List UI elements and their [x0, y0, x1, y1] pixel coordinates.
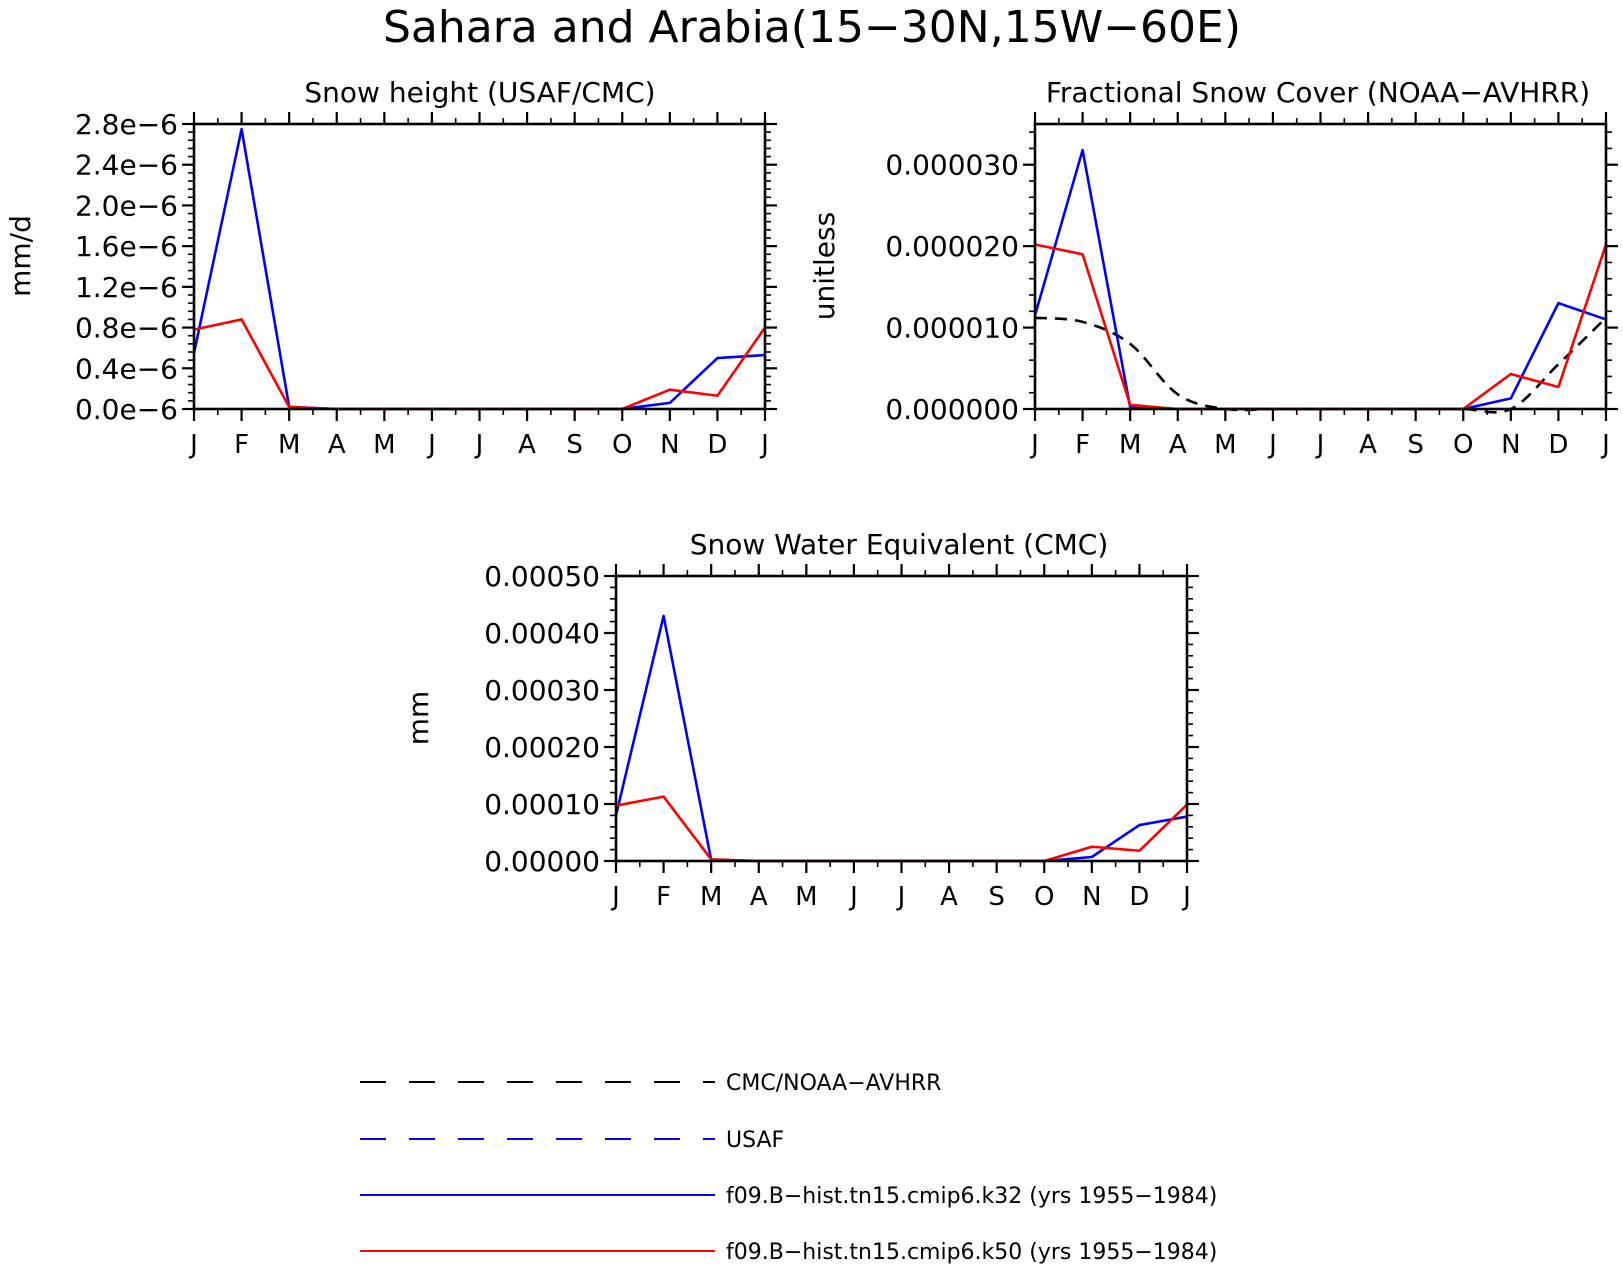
legend-label: CMC/NOAA−AVHRR — [726, 1071, 941, 1096]
series-line-k50 — [1034, 243, 1608, 411]
series-line-k32 — [614, 614, 1188, 863]
legend-label: f09.B−hist.tn15.cmip6.k50 (yrs 1955−1984… — [726, 1240, 1217, 1264]
x-tick-label: M — [700, 882, 722, 912]
x-tick-label: J — [759, 430, 769, 460]
chart-title: Snow height (USAF/CMC) — [304, 76, 655, 109]
legend-entry-k50: f09.B−hist.tn15.cmip6.k50 (yrs 1955−1984… — [360, 1240, 1217, 1264]
plot-frame — [1033, 122, 1608, 411]
plot-frame — [614, 574, 1189, 863]
x-tick-label: F — [1075, 430, 1090, 460]
y-tick-label: 2.0e−6 — [75, 189, 178, 222]
y-axis-label: mm — [402, 691, 435, 746]
y-tick-label: 0.000020 — [885, 230, 1019, 263]
x-tick-label: J — [896, 882, 906, 912]
x-tick-label: J — [474, 430, 484, 460]
x-tick-label: A — [940, 882, 958, 912]
figure-title: Sahara and Arabia(15−30N,15W−60E) — [383, 2, 1241, 53]
series-line-obs — [1034, 316, 1607, 414]
x-tick-label: A — [328, 430, 346, 460]
y-axis-label: unitless — [808, 212, 841, 320]
series-line-k32 — [192, 127, 766, 411]
x-tick-label: D — [1548, 430, 1568, 460]
y-tick-label: 0.00010 — [484, 788, 600, 821]
x-tick-label: J — [1267, 430, 1277, 460]
x-tick-label: J — [1315, 430, 1325, 460]
y-tick-label: 1.6e−6 — [75, 230, 178, 263]
x-tick-label: N — [1082, 882, 1101, 912]
y-tick-label: 0.8e−6 — [75, 312, 178, 345]
x-tick-label: A — [1169, 430, 1187, 460]
x-tick-label: S — [1407, 430, 1424, 460]
legend-entry-k32: f09.B−hist.tn15.cmip6.k32 (yrs 1955−1984… — [360, 1184, 1217, 1209]
x-tick-label: M — [1119, 430, 1141, 460]
x-tick-label: M — [795, 882, 817, 912]
y-tick-label: 0.4e−6 — [75, 352, 178, 385]
x-tick-label: J — [1029, 430, 1039, 460]
y-tick-label: 2.8e−6 — [75, 108, 178, 141]
x-tick-label: O — [1453, 430, 1473, 460]
y-tick-label: 0.0e−6 — [75, 393, 178, 426]
x-tick-label: J — [1181, 882, 1191, 912]
y-tick-label: 0.00000 — [484, 845, 600, 878]
x-tick-label: J — [188, 430, 198, 460]
legend-label: USAF — [726, 1128, 784, 1153]
x-tick-label: S — [988, 882, 1005, 912]
x-tick-label: F — [234, 430, 249, 460]
x-tick-label: M — [1214, 430, 1236, 460]
y-axis-label: mm/d — [4, 215, 37, 297]
legend-label: f09.B−hist.tn15.cmip6.k32 (yrs 1955−1984… — [726, 1184, 1217, 1209]
chart-fractional-snow-cover: Fractional Snow Cover (NOAA−AVHRR) unitl… — [808, 76, 1618, 460]
x-tick-label: D — [1129, 882, 1149, 912]
x-tick-label: J — [610, 882, 620, 912]
series-line-k32 — [1033, 148, 1607, 411]
x-tick-label: F — [656, 882, 671, 912]
y-tick-label: 0.00030 — [484, 674, 600, 707]
chart-title: Snow Water Equivalent (CMC) — [690, 528, 1109, 561]
y-tick-label: 1.2e−6 — [75, 271, 178, 304]
y-tick-label: 0.00020 — [484, 731, 600, 764]
plot-frame — [192, 122, 767, 411]
x-tick-label: A — [750, 882, 768, 912]
x-tick-label: A — [1359, 430, 1377, 460]
y-tick-label: 2.4e−6 — [75, 149, 178, 182]
y-tick-label: 0.00040 — [484, 617, 600, 650]
x-tick-label: J — [848, 882, 858, 912]
x-tick-label: D — [707, 430, 727, 460]
legend-entry-obs: CMC/NOAA−AVHRR — [360, 1071, 941, 1096]
y-tick-label: 0.00050 — [484, 560, 600, 593]
x-tick-label: N — [660, 430, 679, 460]
y-tick-label: 0.000000 — [885, 393, 1019, 426]
x-tick-label: N — [1501, 430, 1520, 460]
x-tick-label: J — [426, 430, 436, 460]
y-tick-label: 0.000030 — [885, 149, 1019, 182]
chart-title: Fractional Snow Cover (NOAA−AVHRR) — [1046, 76, 1590, 109]
y-tick-label: 0.000010 — [885, 312, 1019, 345]
x-tick-label: O — [1034, 882, 1054, 912]
legend: CMC/NOAA−AVHRR USAF f09.B−hist.tn15.cmip… — [360, 1071, 1217, 1264]
x-tick-label: S — [566, 430, 583, 460]
x-tick-label: A — [518, 430, 536, 460]
x-tick-label: O — [612, 430, 632, 460]
legend-entry-usaf: USAF — [360, 1128, 784, 1153]
x-tick-label: M — [278, 430, 300, 460]
x-tick-label: J — [1600, 430, 1610, 460]
x-tick-label: M — [373, 430, 395, 460]
